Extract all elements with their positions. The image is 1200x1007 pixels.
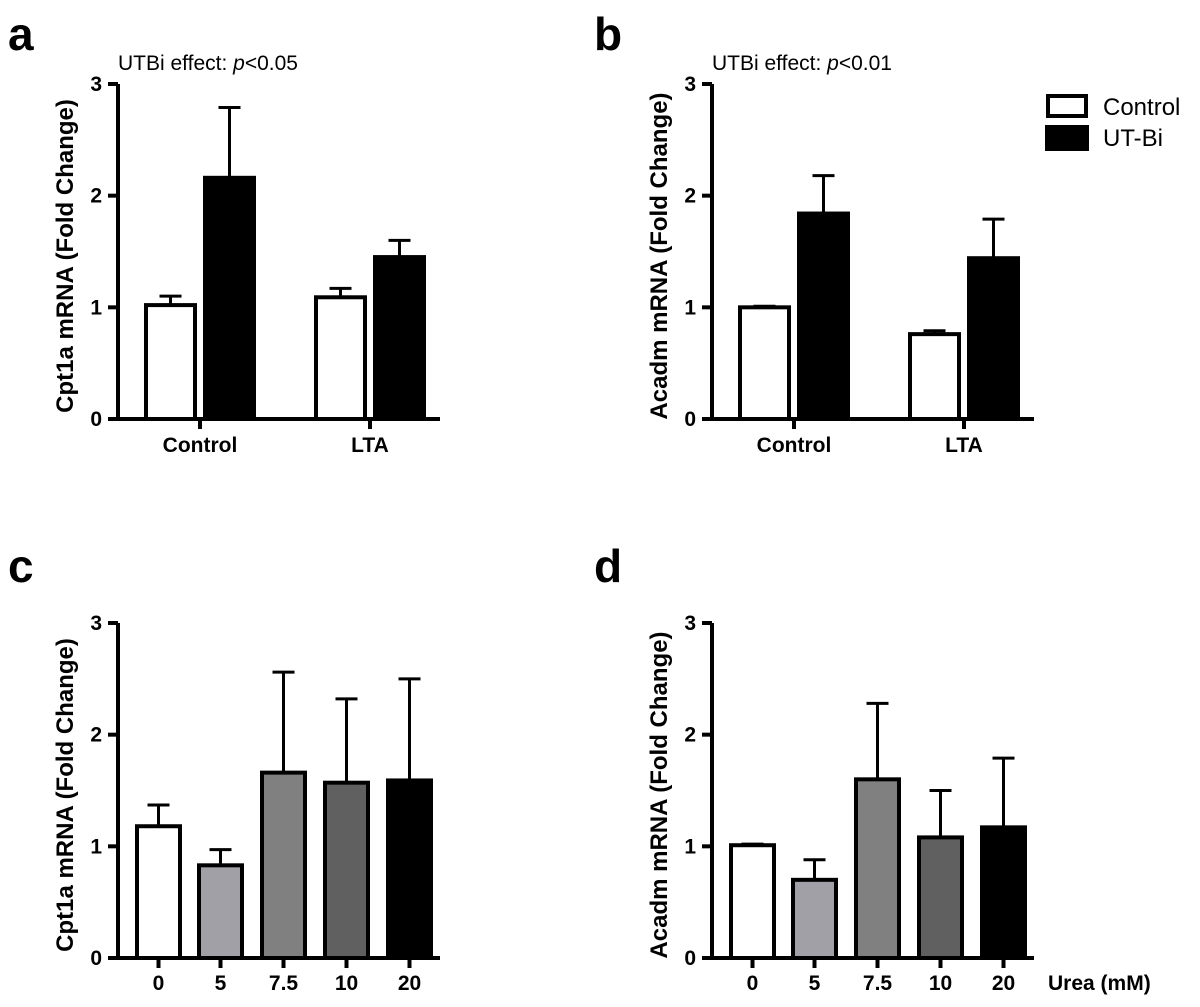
bar-ut-bi <box>373 255 426 422</box>
bar <box>791 877 838 960</box>
x-category-label: Control <box>163 434 238 457</box>
x-category-label: 20 <box>398 972 421 995</box>
annotation: UTBi effect: p<0.01 <box>712 52 892 75</box>
bar-control <box>738 305 791 422</box>
y-tick-label: 1 <box>684 835 696 858</box>
y-tick-label: 1 <box>684 296 696 319</box>
y-tick-label: 2 <box>90 185 102 208</box>
x-category-label: LTA <box>351 434 389 457</box>
x-category-label: 10 <box>929 972 952 995</box>
bar <box>197 863 244 960</box>
bar-control <box>908 332 961 421</box>
x-category-label: 5 <box>809 972 821 995</box>
y-tick-label: 0 <box>684 947 696 970</box>
y-tick-label: 0 <box>684 408 696 431</box>
bar <box>386 778 433 961</box>
panel-c: c Cpt1a mRNA (Fold Change) 0 1 2 3 0 5 7.5 10 20 <box>8 540 440 995</box>
panel-letter: c <box>8 540 34 592</box>
bar-ut-bi <box>797 211 850 421</box>
y-tick-label: 1 <box>90 296 102 319</box>
legend-label-control: Control <box>1103 94 1180 121</box>
x-category-label: 0 <box>153 972 165 995</box>
y-axis-label: Acadm mRNA (Fold Change) <box>646 631 673 958</box>
legend-swatch-ut-bi <box>1045 125 1089 151</box>
x-category-label: 10 <box>335 972 358 995</box>
y-tick-label: 0 <box>90 408 102 431</box>
x-category-label: 20 <box>992 972 1015 995</box>
x-category-label: 5 <box>215 972 227 995</box>
x-category-label: LTA <box>945 434 983 457</box>
y-tick-label: 3 <box>90 73 102 96</box>
y-tick-label: 2 <box>684 724 696 747</box>
legend-label-ut-bi: UT-Bi <box>1103 125 1163 152</box>
panel-letter: a <box>8 8 34 60</box>
y-tick-label: 2 <box>684 185 696 208</box>
panel-a: a UTBi effect: p<0.05 Cpt1a mRNA (Fold C… <box>8 8 440 457</box>
bar-ut-bi <box>203 175 256 421</box>
y-tick-label: 0 <box>90 947 102 970</box>
panel-letter: d <box>594 540 622 592</box>
y-tick-label: 3 <box>90 612 102 635</box>
bar <box>917 835 964 961</box>
panel-b: b UTBi effect: p<0.01 Acadm mRNA (Fold C… <box>594 8 1180 457</box>
bar <box>854 777 901 960</box>
y-axis-label: Cpt1a mRNA (Fold Change) <box>52 99 79 413</box>
bar-control <box>314 295 367 421</box>
y-tick-label: 2 <box>90 724 102 747</box>
panel-d: d Acadm mRNA (Fold Change) 0 1 2 3 0 5 7.5 10 20… <box>594 540 1151 995</box>
x-category-label: Control <box>757 434 832 457</box>
x-category-label: 7.5 <box>863 972 893 995</box>
plot-area: 0 1 2 3 Control LTA <box>90 73 440 457</box>
x-category-label: 0 <box>747 972 759 995</box>
x-axis-unit-label: Urea (mM) <box>1048 972 1151 995</box>
y-tick-label: 3 <box>684 612 696 635</box>
bar <box>260 770 307 961</box>
plot-area: 0 1 2 3 0 5 7.5 10 20 <box>684 612 1034 995</box>
y-tick-label: 3 <box>684 73 696 96</box>
bar <box>135 824 182 960</box>
bar-control <box>144 303 197 422</box>
y-axis-label: Cpt1a mRNA (Fold Change) <box>52 638 79 952</box>
bar-ut-bi <box>967 256 1020 422</box>
bar <box>980 825 1027 960</box>
bar <box>729 843 776 961</box>
legend: Control UT-Bi <box>1045 94 1180 152</box>
plot-area: 0 1 2 3 0 5 7.5 10 20 <box>90 612 440 995</box>
legend-swatch-control <box>1046 94 1088 118</box>
y-tick-label: 1 <box>90 835 102 858</box>
plot-area: 0 1 2 3 Control LTA <box>684 73 1034 457</box>
y-axis-label: Acadm mRNA (Fold Change) <box>646 92 673 419</box>
bar <box>323 780 370 961</box>
annotation: UTBi effect: p<0.05 <box>118 52 298 75</box>
x-category-label: 7.5 <box>269 972 299 995</box>
panel-letter: b <box>594 8 622 60</box>
